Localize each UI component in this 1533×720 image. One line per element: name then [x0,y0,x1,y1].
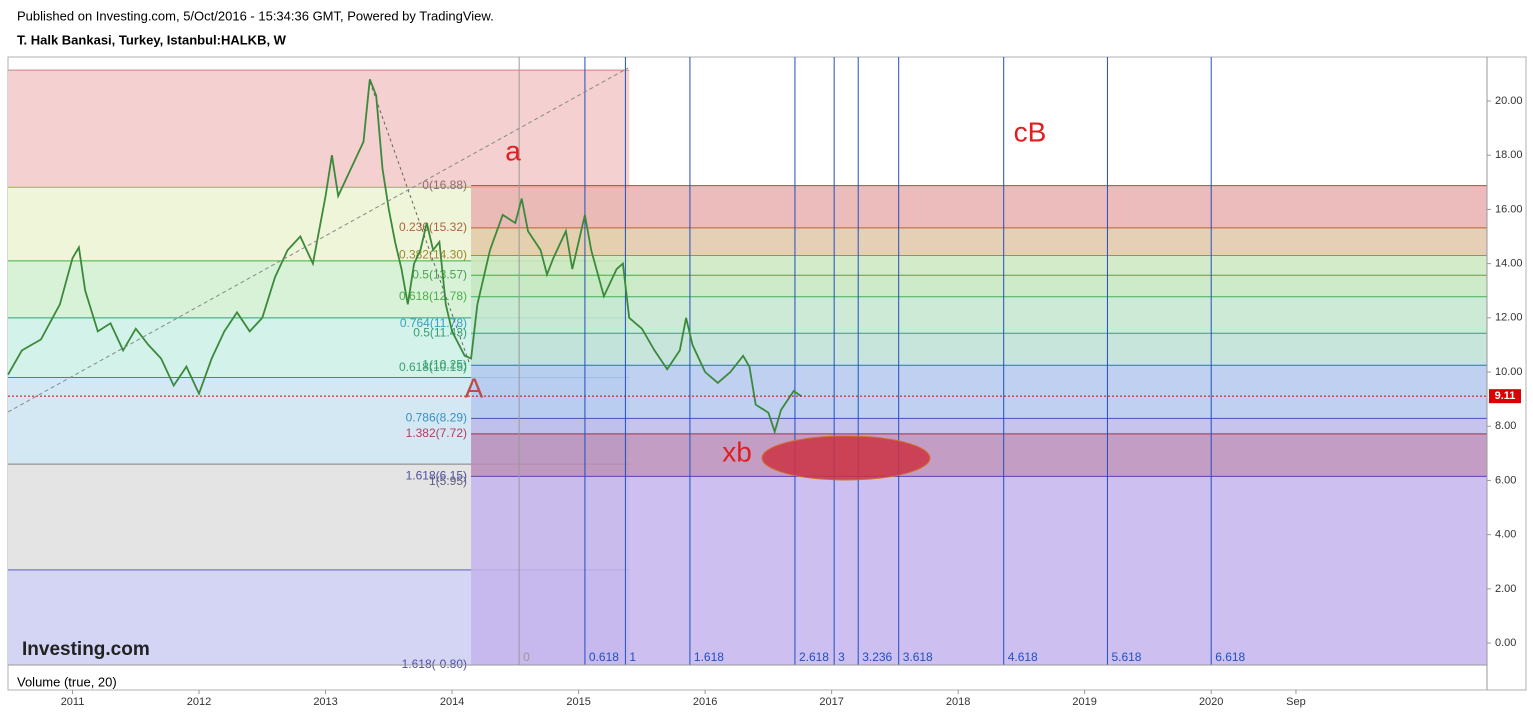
x-tick-label: 2020 [1199,696,1223,708]
target-ellipse [761,435,931,481]
fib-zone [471,296,1487,334]
annotation: A [465,372,484,403]
fib-zone [471,275,1487,297]
fib-zone [471,418,1487,434]
fib-label: 0.786(8.29) [406,411,467,425]
y-tick-label: 12.00 [1495,312,1523,324]
x-tick-label: 2011 [61,696,85,708]
y-tick-label: 0.00 [1495,637,1516,649]
fib-label: 0.5(13.57) [412,267,467,281]
annotation: cB [1014,116,1047,147]
x-tick-label: 2016 [693,696,717,708]
y-tick-label: 14.00 [1495,258,1523,270]
fib-label: 0.618(10.15) [399,360,467,374]
time-fib-label: 3.236 [862,650,892,664]
y-tick-label: 2.00 [1495,583,1516,595]
fib-zone [471,476,1487,665]
annotation: xb [722,436,752,467]
time-fib-label: 1.618 [694,650,724,664]
fib-zone [471,433,1487,477]
fib-label: 1.618(-0.80) [402,657,467,671]
fib-zone [8,70,630,188]
time-fib-label: 6.618 [1215,650,1245,664]
fib-zone [471,227,1487,256]
y-tick-label: 6.00 [1495,474,1516,486]
x-tick-label: Sep [1286,696,1306,708]
fib-zone [471,365,1487,419]
x-tick-label: 2019 [1072,696,1096,708]
fib-label: 0(16.88) [422,178,467,192]
time-fib-label: 1 [629,650,636,664]
fib-label: 1(5.95) [429,474,467,488]
x-tick-label: 2018 [946,696,970,708]
logo: Investing.com [22,639,150,660]
x-tick-label: 2015 [566,696,590,708]
time-fib-label: 5.618 [1111,650,1141,664]
published: Published on Investing.com, 5/Oct/2016 -… [17,8,494,23]
time-fib-label: 3 [838,650,845,664]
fib-zone [471,255,1487,276]
time-fib-label: 3.618 [903,650,933,664]
volume-label: Volume (true, 20) [17,674,117,689]
fib-label: 1(10.25) [422,357,467,371]
x-tick-label: 2017 [819,696,843,708]
fib-label: 1.618(6.15) [406,469,467,483]
y-tick-label: 10.00 [1495,366,1523,378]
wave-line [369,81,471,366]
y-tick-label: 8.00 [1495,420,1516,432]
fib-zone [471,185,1487,228]
trend-line [7,67,629,413]
y-tick-label: 18.00 [1495,149,1523,161]
fib-zone [471,333,1487,366]
symbol: T. Halk Bankasi, Turkey, Istanbul:HALKB,… [17,32,287,47]
time-fib-label: 0 [523,650,530,664]
annotation: a [505,135,521,166]
price-line [7,78,802,435]
last-price-box [1489,389,1521,404]
x-tick-label: 2013 [313,696,337,708]
fib-label: 0.236(15.32) [399,220,467,234]
y-tick-label: 4.00 [1495,529,1516,541]
y-tick-label: 20.00 [1495,95,1523,107]
last-price-label: 9.11 [1495,390,1516,402]
time-fib-label: 0.618 [589,650,619,664]
y-tick-label: 16.00 [1495,203,1523,215]
time-fib-label: 2.618 [799,650,829,664]
x-tick-label: 2012 [187,696,211,708]
fib-label: 1.382(7.72) [406,426,467,440]
fib-label: 0.618(12.78) [399,289,467,303]
x-tick-label: 2014 [440,696,464,708]
time-fib-label: 4.618 [1008,650,1038,664]
